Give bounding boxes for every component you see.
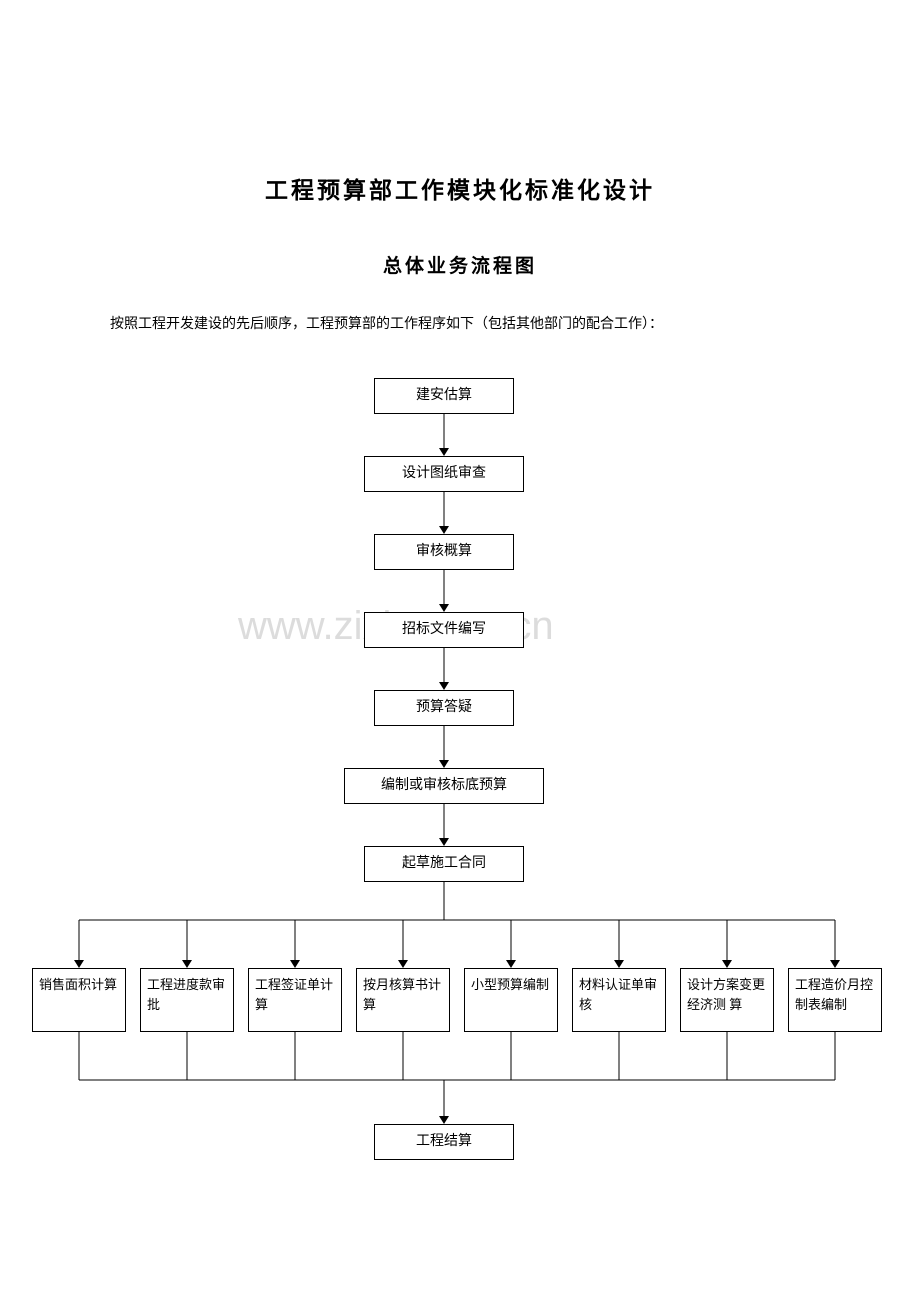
flow-leaf-b4: 按月核算书计算	[356, 968, 450, 1032]
flow-node-n5: 预算答疑	[374, 690, 514, 726]
flow-leaf-b7: 设计方案变更经济测 算	[680, 968, 774, 1032]
page-title-sub: 总体业务流程图	[0, 251, 920, 278]
flow-leaf-b6: 材料认证单审核	[572, 968, 666, 1032]
flow-node-nf: 工程结算	[374, 1124, 514, 1160]
flow-node-n4: 招标文件编写	[364, 612, 524, 648]
flow-leaf-b3: 工程签证单计算	[248, 968, 342, 1032]
flow-leaf-b2: 工程进度款审批	[140, 968, 234, 1032]
flow-node-n6: 编制或审核标底预算	[344, 768, 544, 804]
flow-node-n2: 设计图纸审查	[364, 456, 524, 492]
intro-paragraph: 按照工程开发建设的先后顺序，工程预算部的工作程序如下（包括其他部门的配合工作）：	[110, 313, 810, 333]
flow-leaf-b5: 小型预算编制	[464, 968, 558, 1032]
flow-node-n3: 审核概算	[374, 534, 514, 570]
flow-leaf-b1: 销售面积计算	[32, 968, 126, 1032]
page-title-main: 工程预算部工作模块化标准化设计	[0, 171, 920, 205]
flow-node-n7: 起草施工合同	[364, 846, 524, 882]
flow-leaf-b8: 工程造价月控制表编制	[788, 968, 882, 1032]
flow-node-n1: 建安估算	[374, 378, 514, 414]
